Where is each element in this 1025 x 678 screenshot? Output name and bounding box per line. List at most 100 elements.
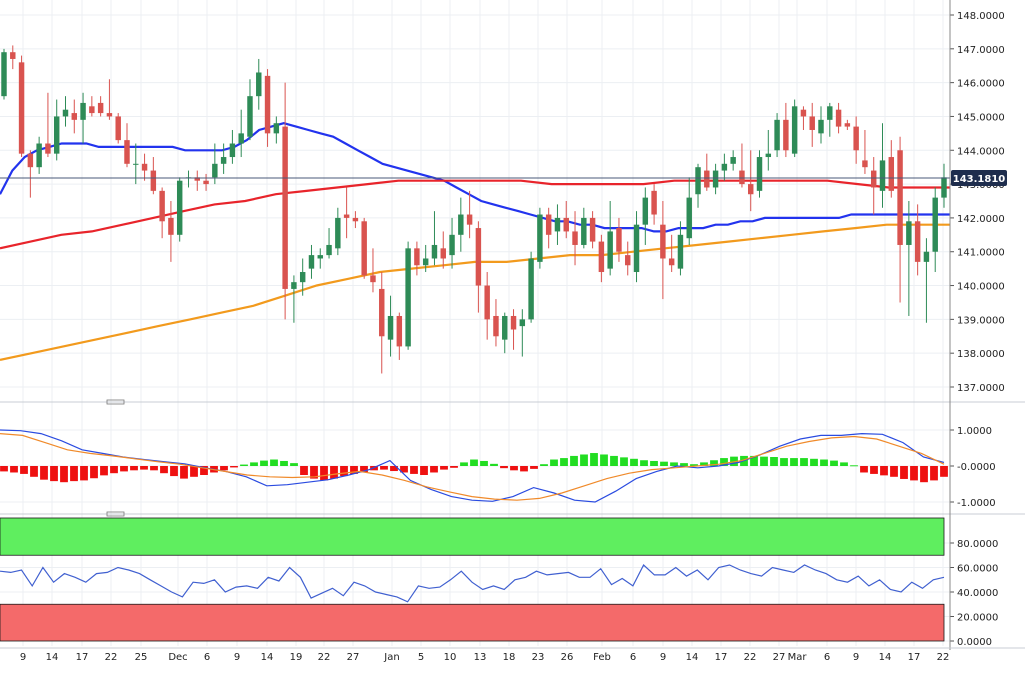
x-tick-label: 25 (135, 652, 148, 663)
x-tick-label: 14 (46, 652, 59, 663)
x-tick-label: 5 (418, 652, 424, 663)
candle-body (739, 170, 745, 185)
candle-body (791, 106, 798, 154)
candle-body (502, 315, 508, 340)
macd-histogram-bar (640, 460, 648, 466)
x-tick-label: 6 (630, 652, 636, 663)
candle-body (660, 224, 666, 259)
macd-histogram-bar (680, 463, 688, 466)
macd-histogram-bar (410, 466, 418, 474)
x-tick-label: 22 (318, 652, 331, 663)
rsi-y-tick-label: 0.0000 (957, 637, 992, 648)
candle-body (440, 248, 446, 259)
macd-histogram-bar (800, 458, 808, 466)
candle-body (176, 180, 183, 235)
macd-line (0, 433, 945, 501)
candle-body (686, 197, 692, 239)
candle-body (71, 113, 78, 120)
candle-body (141, 163, 148, 171)
candle-body (379, 288, 385, 337)
candle-body (835, 109, 842, 127)
candle-body (493, 315, 499, 337)
macd-histogram-bar (650, 460, 658, 466)
macd-histogram-bar (550, 459, 558, 466)
rsi-panel[interactable] (0, 517, 945, 642)
candle-body (18, 62, 25, 154)
macd-histogram-bar (820, 459, 828, 466)
moving-average-line (0, 122, 950, 233)
candle-body (668, 258, 675, 266)
candle-body (888, 157, 895, 191)
current-price-label: 143.1810 (953, 174, 1006, 185)
candle-body (721, 163, 728, 171)
macd-histogram-bar (840, 462, 848, 466)
candle-body (897, 150, 903, 245)
macd-histogram-bar (0, 466, 8, 472)
candle-body (273, 123, 280, 134)
macd-histogram-bar (760, 456, 768, 466)
candle-body (712, 170, 719, 188)
x-tick-label: 6 (204, 652, 210, 663)
x-tick-label: Jan (383, 652, 399, 663)
candle-body (431, 244, 438, 259)
candle-body (308, 255, 315, 269)
macd-histogram-bar (50, 466, 58, 482)
macd-histogram-bar (300, 466, 308, 475)
current-price-tag (951, 169, 1007, 186)
candle-body (941, 177, 947, 198)
macd-histogram-bar (140, 466, 148, 470)
macd-histogram-bar (710, 460, 718, 466)
price-panel[interactable] (0, 45, 950, 374)
candle-body (510, 315, 517, 330)
candle-body (914, 221, 921, 262)
candle-body (862, 160, 868, 168)
macd-histogram-bar (500, 466, 508, 469)
candle-body (247, 96, 253, 137)
macd-histogram-bar (100, 466, 108, 476)
candle-body (677, 234, 684, 269)
macd-histogram-bar (20, 466, 28, 474)
candle-body (256, 72, 262, 97)
price-y-tick-label: 141.0000 (957, 248, 1005, 259)
candle-body (62, 109, 69, 117)
macd-histogram-bar (560, 458, 568, 466)
macd-histogram-bar (40, 466, 48, 480)
macd-histogram-bar (150, 466, 158, 471)
x-tick-label: 14 (261, 652, 274, 663)
x-tick-label: 22 (744, 652, 757, 663)
candle-body (387, 315, 394, 340)
macd-histogram-bar (170, 466, 178, 477)
macd-histogram-bar (110, 466, 118, 474)
candle-body (704, 170, 710, 188)
x-tick-label: 26 (561, 652, 574, 663)
candle-body (115, 116, 121, 141)
macd-y-tick-label: -0.0000 (957, 462, 996, 473)
candle-body (405, 248, 411, 347)
candle-body (299, 272, 306, 283)
x-tick-label: 22 (937, 652, 950, 663)
macd-histogram-bar (380, 466, 388, 470)
candle-body (168, 217, 174, 235)
macd-panel[interactable] (0, 429, 948, 503)
price-y-tick-label: 140.0000 (957, 282, 1005, 293)
price-y-tick-label: 144.0000 (957, 146, 1005, 157)
x-tick-label: 9 (853, 652, 859, 663)
candle-body (10, 52, 16, 59)
macd-histogram-bar (540, 464, 548, 466)
x-tick-label: Mar (788, 652, 808, 663)
macd-histogram-bar (130, 466, 138, 471)
candle-body (36, 143, 42, 168)
macd-histogram-bar (860, 466, 868, 473)
axes: 148.0000 147.0000 146.0000 145.0000 144.0000… (0, 0, 1025, 663)
x-tick-label: Dec (168, 652, 187, 663)
macd-histogram-bar (670, 462, 678, 466)
x-tick-label: Feb (593, 652, 611, 663)
candle-body (475, 228, 482, 286)
macd-histogram-bar (610, 455, 618, 466)
candle-body (361, 221, 367, 276)
macd-histogram-bar (870, 466, 878, 474)
candle-body (150, 170, 157, 191)
candle-body (853, 126, 859, 151)
panel-resize-handle (106, 511, 125, 517)
